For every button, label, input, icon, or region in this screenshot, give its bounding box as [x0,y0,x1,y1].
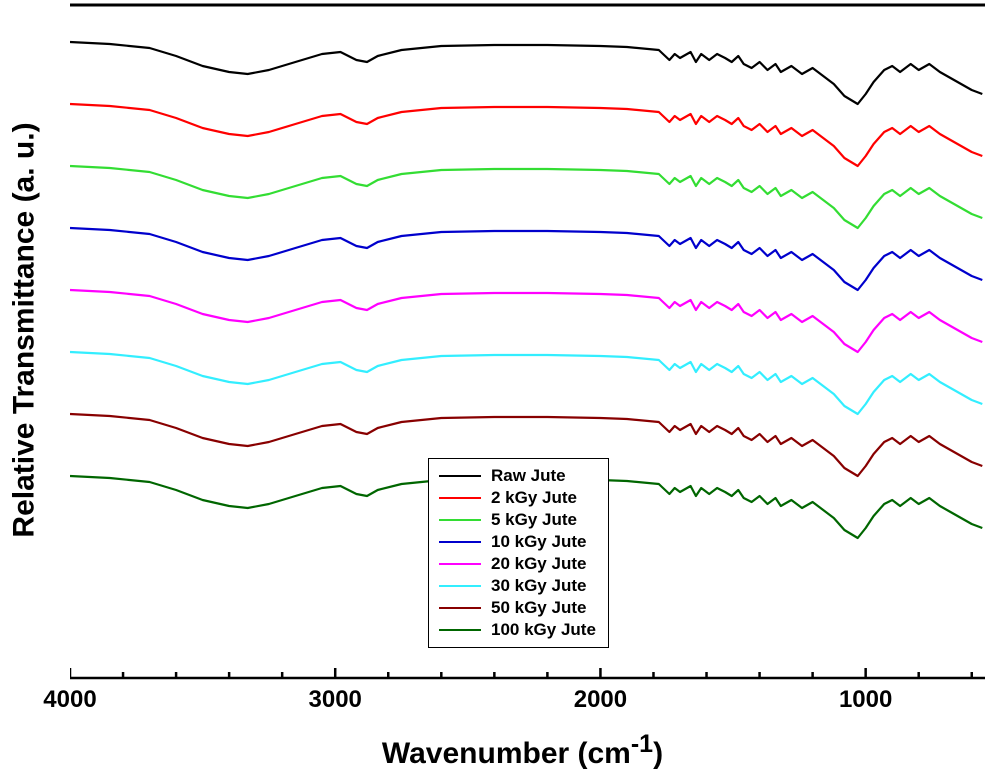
legend-item: 5 kGy Jute [439,509,596,531]
legend-label: 100 kGy Jute [491,620,596,640]
legend-label: 2 kGy Jute [491,488,577,508]
legend-label: Raw Jute [491,466,566,486]
legend-swatch [439,607,481,609]
legend-label: 20 kGy Jute [491,554,586,574]
spectrum-line [70,104,982,166]
legend-item: 10 kGy Jute [439,531,596,553]
spectrum-line [70,290,982,352]
legend-item: 30 kGy Jute [439,575,596,597]
x-tick-label: 3000 [309,686,362,714]
chart-container: Relative Transmittance (a. u.) 4000 3000 2… [0,0,993,780]
spectrum-line [70,228,982,290]
legend-swatch [439,541,481,543]
y-axis-label: Relative Transmittance (a. u.) [0,0,50,660]
legend-item: 20 kGy Jute [439,553,596,575]
legend-item: 100 kGy Jute [439,619,596,641]
spectrum-line [70,352,982,414]
legend-label: 30 kGy Jute [491,576,586,596]
legend-label: 5 kGy Jute [491,510,577,530]
x-tick-label: 2000 [574,686,627,714]
legend-item: Raw Jute [439,465,596,487]
legend-item: 50 kGy Jute [439,597,596,619]
legend-swatch [439,563,481,565]
legend-item: 2 kGy Jute [439,487,596,509]
legend-label: 50 kGy Jute [491,598,586,618]
legend-label: 10 kGy Jute [491,532,586,552]
x-tick-label: 1000 [839,686,892,714]
legend-swatch [439,585,481,587]
legend-swatch [439,475,481,477]
legend-swatch [439,497,481,499]
legend-swatch [439,629,481,631]
spectrum-line [70,42,982,104]
x-tick-label: 4000 [43,686,96,714]
legend-box: Raw Jute2 kGy Jute5 kGy Jute10 kGy Jute2… [428,458,609,648]
spectrum-line [70,166,982,228]
legend-swatch [439,519,481,521]
x-axis-label: Wavenumber (cm-1) [60,730,985,771]
y-axis-label-text: Relative Transmittance (a. u.) [8,122,42,537]
